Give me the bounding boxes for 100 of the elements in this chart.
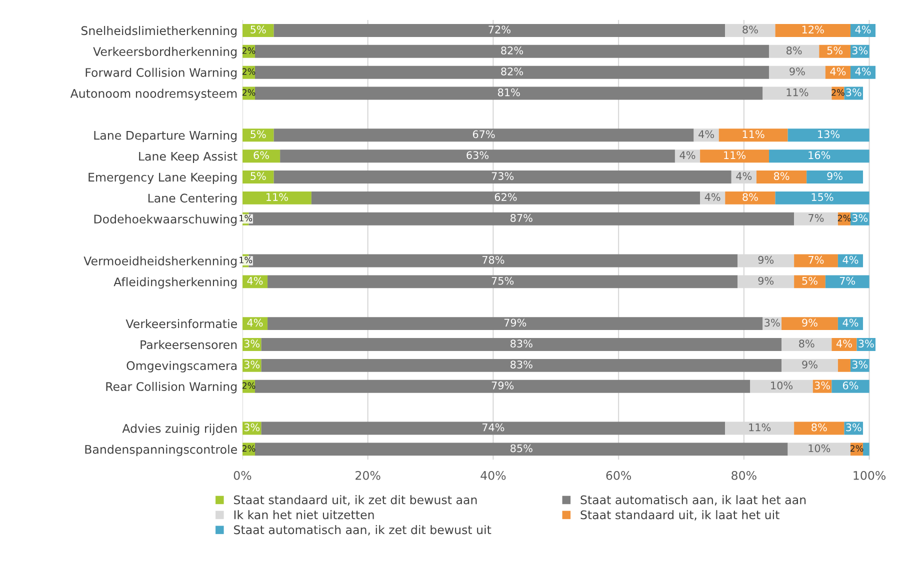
data-label: 3%	[764, 318, 780, 327]
data-label: 79%	[504, 318, 526, 327]
y-tick-label: Verkeersinformatie	[126, 319, 237, 328]
data-label: 8%	[774, 172, 790, 180]
data-label: 2%	[242, 68, 256, 75]
data-label: 72%	[488, 26, 510, 34]
data-label: 15%	[812, 193, 834, 201]
data-label: 3%	[846, 423, 862, 432]
data-label: 4%	[830, 67, 846, 76]
y-tick-label: Bandenspanningscontrole	[85, 444, 237, 456]
data-label: 5%	[827, 46, 842, 54]
data-label: 9%	[802, 318, 818, 327]
data-label: 6%	[842, 382, 858, 390]
data-label: 2%	[242, 89, 256, 96]
y-tick-label: Omgevingscamera	[126, 360, 237, 372]
y-tick-label: Lane Keep Assist	[139, 152, 238, 164]
y-tick-label: Lane Departure Warning	[94, 130, 237, 142]
data-label: 4%	[704, 193, 720, 201]
y-tick-label: Rear Collision Warning	[106, 382, 237, 394]
legend-label: Staat automatisch aan, ik zet dit bewust uit	[234, 525, 492, 536]
data-label: 3%	[846, 88, 862, 96]
data-label: 3%	[852, 360, 868, 368]
x-tick-label: 80%	[732, 470, 756, 480]
data-label: 9%	[790, 67, 805, 76]
data-label: 8%	[742, 26, 758, 34]
data-label: 8%	[812, 423, 827, 432]
data-label: 73%	[492, 172, 514, 180]
data-label: 4%	[842, 318, 858, 327]
x-tick-label: 20%	[356, 470, 380, 480]
data-label: 2%	[242, 445, 256, 452]
data-label: 9%	[802, 360, 818, 368]
data-label: 3%	[814, 382, 830, 390]
data-label: 82%	[501, 67, 523, 76]
data-label: 9%	[758, 256, 774, 264]
data-label: 4%	[698, 130, 714, 138]
data-label: 75%	[492, 276, 514, 285]
y-tick-label: Vermoeidheidsherkenning	[84, 256, 237, 268]
data-label: 1%	[240, 214, 252, 222]
y-tick-label: Snelheidslimietherkenning	[81, 26, 237, 38]
data-label: 3%	[244, 360, 260, 368]
legend-label: Ik kan het niet uitzetten	[234, 510, 374, 520]
data-label: 3%	[244, 340, 260, 348]
data-label: 11%	[786, 88, 808, 96]
data-label: 10%	[771, 382, 793, 390]
data-label: 9%	[827, 172, 842, 180]
x-tick-label: 0%	[234, 470, 252, 480]
legend-label: Staat standaard uit, ik zet dit bewust aan	[234, 495, 477, 506]
data-label: 62%	[494, 193, 517, 201]
x-tick-label: 100%	[854, 470, 886, 480]
data-label: 79%	[492, 382, 514, 390]
data-label: 83%	[510, 340, 532, 348]
y-tick-label: Autonoom noodremsysteem	[70, 88, 237, 100]
data-label: 11%	[724, 151, 746, 160]
data-label: 8%	[799, 340, 814, 348]
data-label: 2%	[242, 47, 256, 54]
data-label: 74%	[482, 423, 504, 432]
data-label: 13%	[818, 130, 840, 138]
x-tick-label: 40%	[480, 470, 506, 480]
y-tick-label: Parkeersensoren	[140, 340, 237, 350]
data-label: 3%	[244, 423, 260, 432]
y-tick-label: Emergency Lane Keeping	[88, 172, 237, 184]
data-label: 4%	[247, 318, 263, 327]
data-label: 3%	[858, 340, 874, 348]
data-label: 4%	[680, 151, 696, 160]
data-label: 9%	[758, 276, 774, 285]
legend-label: Staat standaard uit, ik laat het uit	[580, 510, 780, 520]
data-label: 7%	[808, 214, 824, 222]
data-label: 5%	[802, 276, 818, 285]
data-label: 63%	[466, 151, 489, 160]
data-label: 11%	[742, 130, 764, 138]
legend-label: Staat automatisch aan, ik laat het aan	[580, 495, 806, 506]
data-label: 8%	[786, 46, 802, 54]
data-label: 8%	[742, 193, 758, 201]
data-label: 11%	[266, 193, 288, 201]
data-label: 7%	[840, 276, 856, 285]
data-label: 5%	[250, 172, 266, 180]
x-tick-label: 60%	[606, 470, 632, 480]
data-label: 78%	[482, 256, 504, 264]
data-label: 4%	[842, 256, 858, 264]
data-label: 12%	[802, 26, 824, 34]
data-label: 3%	[852, 214, 868, 222]
y-tick-label: Afleidingsherkenning	[114, 277, 237, 289]
data-label: 11%	[749, 423, 771, 432]
y-tick-label: Advies zuinig rijden	[122, 424, 237, 436]
y-tick-label: Verkeersbordherkenning	[93, 46, 237, 58]
data-label: 4%	[855, 26, 871, 34]
data-label: 7%	[808, 256, 824, 264]
data-label: 2%	[242, 382, 256, 389]
data-label: 4%	[736, 172, 752, 180]
data-label: 81%	[498, 88, 520, 96]
y-tick-label: Lane Centering	[148, 193, 237, 205]
data-label: 82%	[501, 46, 523, 54]
data-label: 6%	[254, 151, 269, 160]
data-label: 5%	[250, 26, 266, 34]
y-tick-label: Forward Collision Warning	[86, 68, 237, 80]
data-label: 85%	[510, 444, 532, 452]
data-label: 3%	[852, 46, 868, 54]
data-label: 67%	[472, 130, 495, 138]
data-label: 4%	[836, 340, 852, 348]
data-label: 4%	[247, 276, 263, 285]
